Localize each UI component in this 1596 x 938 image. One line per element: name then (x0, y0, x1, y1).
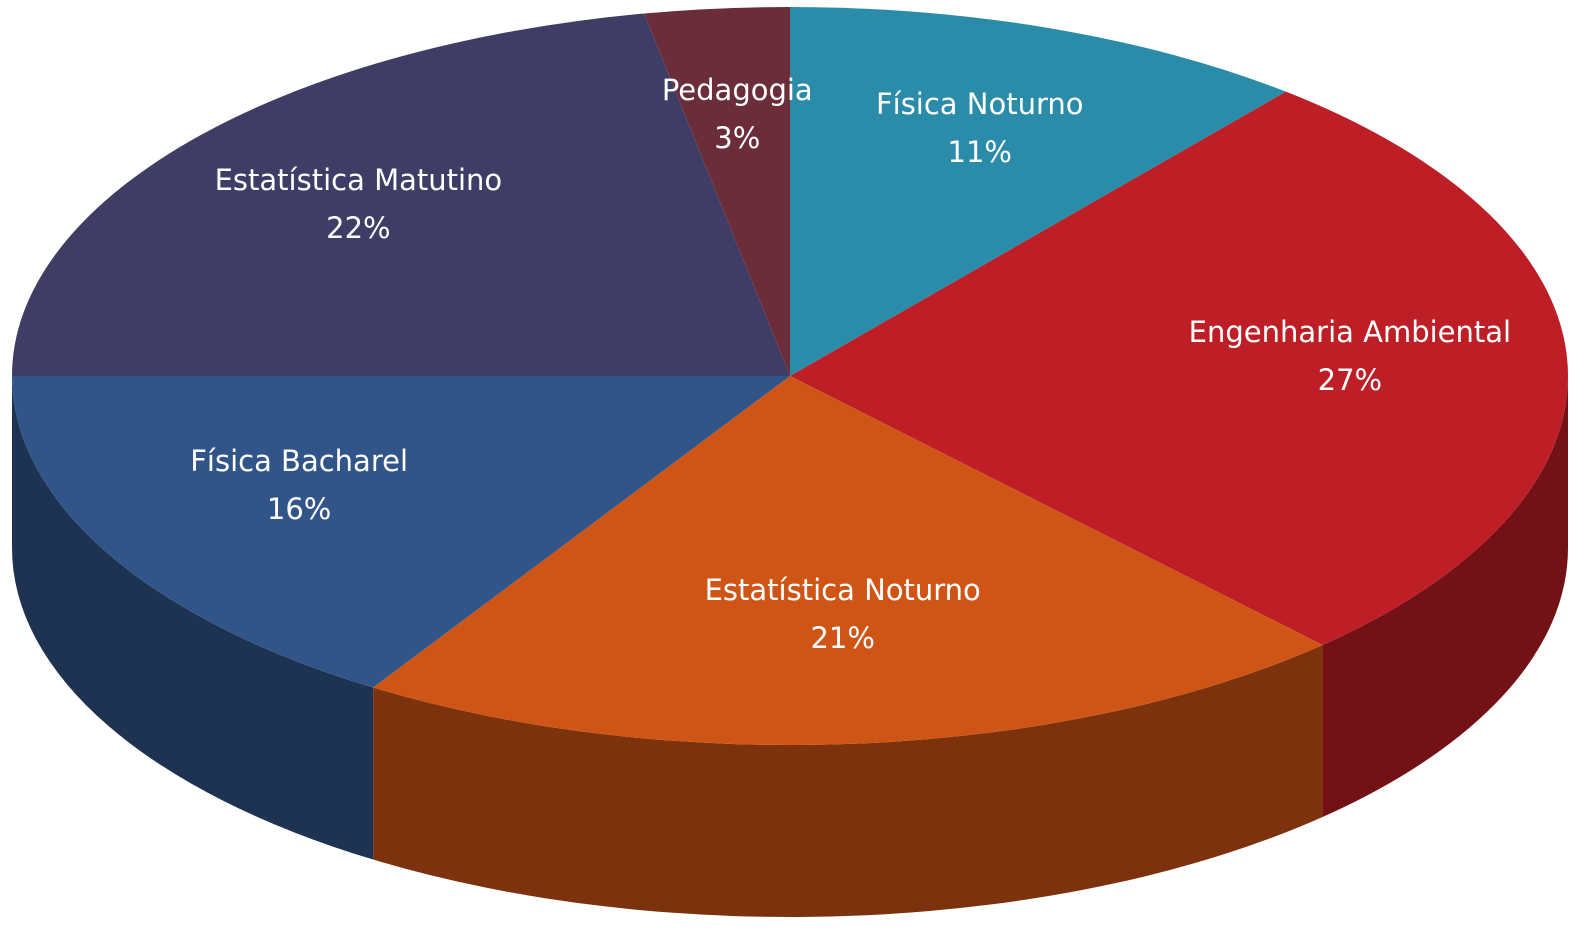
value-label: 21% (810, 621, 874, 655)
value-label: 27% (1318, 363, 1382, 397)
slice-label: Física Bacharel (190, 444, 408, 478)
pie-side (12, 376, 374, 860)
pie-slice (790, 7, 1286, 376)
pie-slice (644, 7, 790, 376)
pie-side (373, 644, 1323, 918)
slice-label: Estatística Noturno (705, 573, 981, 607)
slice-label: Estatística Matutino (215, 163, 503, 197)
slice-label: Física Noturno (876, 87, 1084, 121)
slice-label: Engenharia Ambiental (1189, 315, 1511, 349)
slice-label: Pedagogia (662, 73, 813, 107)
value-label: 22% (326, 211, 390, 245)
pie-slice (373, 376, 1323, 745)
pie-slice (790, 91, 1569, 645)
pie-side (1322, 376, 1568, 817)
pie-slice (12, 376, 790, 688)
value-label: 3% (714, 121, 760, 155)
value-label: 11% (948, 135, 1012, 169)
value-label: 16% (267, 492, 331, 526)
pie-slice (12, 13, 790, 376)
